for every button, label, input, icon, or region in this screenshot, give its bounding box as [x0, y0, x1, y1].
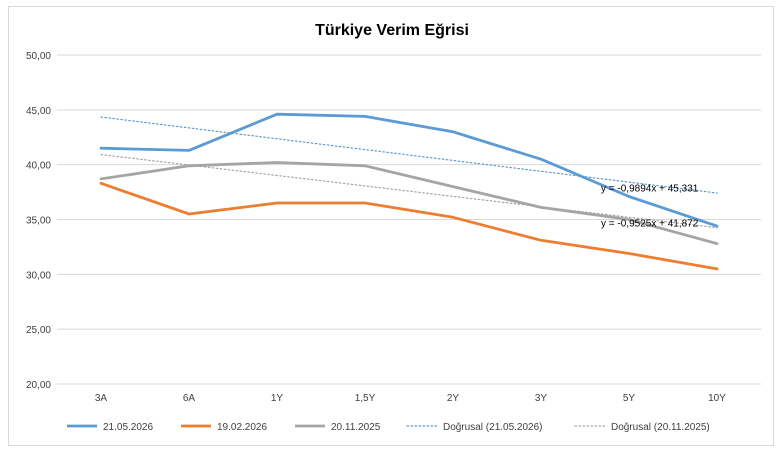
legend-label: 19.02.2026 — [217, 422, 267, 433]
x-tick-label: 3Y — [535, 393, 548, 404]
legend: 21.05.2026 19.02.2026 20.11.2025 Doğrusal (… — [67, 422, 710, 433]
y-tick-label: 45,00 — [26, 106, 51, 117]
series-lines — [99, 112, 719, 271]
x-tick-label: 3A — [95, 393, 108, 404]
legend-label: 20.11.2025 — [331, 422, 381, 433]
trendline-equation: y = -0,9525x + 41,872 — [601, 218, 699, 229]
x-tick-label: 10Y — [708, 393, 726, 404]
x-axis: 3A 6A 1Y 1,5Y 2Y 3Y 5Y 10Y — [95, 393, 726, 404]
legend-label: Doğrusal (20.11.2025) — [611, 422, 710, 433]
x-tick-label: 6A — [183, 393, 196, 404]
y-tick-label: 25,00 — [26, 325, 51, 336]
y-axis: 20,00 25,00 30,00 35,00 40,00 45,00 50,00 — [26, 51, 51, 391]
trendline — [100, 116, 718, 194]
series-line — [99, 161, 719, 246]
x-tick-label: 5Y — [623, 393, 636, 404]
y-tick-label: 40,00 — [26, 161, 51, 172]
x-tick-label: 2Y — [447, 393, 460, 404]
series-line — [99, 181, 719, 271]
y-tick-label: 50,00 — [26, 51, 51, 62]
yield-curve-chart: Türkiye Verim Eğrisi 20,00 25,00 30,00 35,0… — [26, 22, 761, 433]
series-line — [99, 112, 719, 228]
chart-frame: Türkiye Verim Eğrisi 20,00 25,00 30,00 35,0… — [8, 6, 774, 446]
trendline — [100, 153, 718, 229]
legend-label: 21.05.2026 — [103, 422, 153, 433]
legend-label: Doğrusal (21.05.2026) — [443, 422, 543, 433]
x-tick-label: 1,5Y — [355, 393, 376, 404]
trendline-equation: y = -0,9894x + 45,331 — [601, 184, 699, 195]
x-tick-label: 1Y — [271, 393, 284, 404]
trend-equations: y = -0,9894x + 45,331 y = -0,9525x + 41,8… — [601, 184, 699, 230]
y-tick-label: 35,00 — [26, 216, 51, 227]
chart-title: Türkiye Verim Eğrisi — [315, 22, 469, 39]
y-tick-label: 20,00 — [26, 380, 51, 391]
trendlines — [100, 116, 718, 229]
y-tick-label: 30,00 — [26, 270, 51, 281]
grid-layer — [57, 54, 761, 385]
